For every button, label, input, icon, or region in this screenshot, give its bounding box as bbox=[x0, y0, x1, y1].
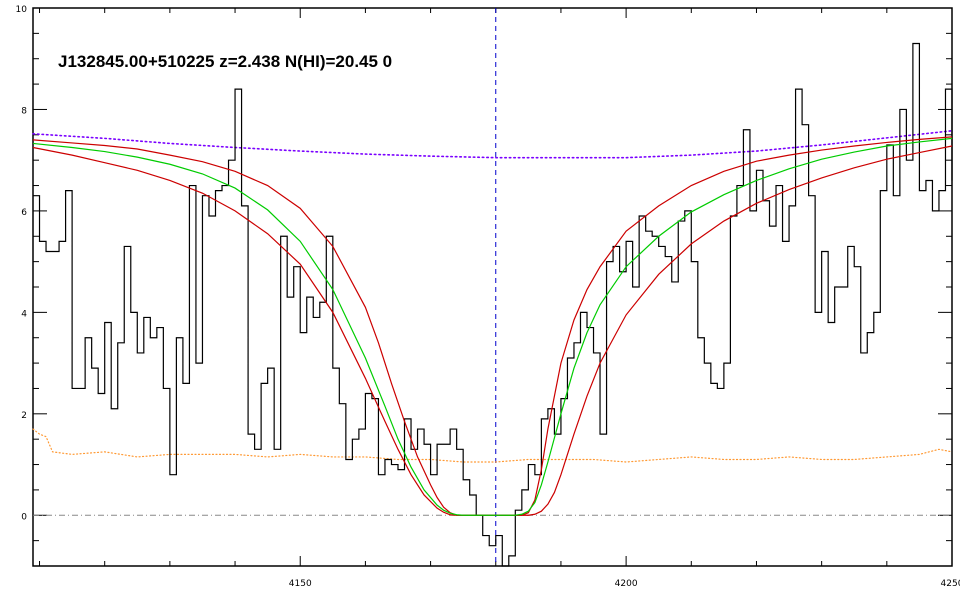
chart-title: J132845.00+510225 z=2.438 N(HI)=20.45 0 bbox=[58, 52, 392, 71]
axis-ticks bbox=[33, 7, 953, 567]
y-tick-label: 8 bbox=[21, 106, 27, 116]
y-tick-label: 10 bbox=[16, 5, 28, 15]
series-group bbox=[32, 8, 953, 567]
y-tick-label: 4 bbox=[21, 309, 27, 319]
fit-lower-series bbox=[32, 145, 953, 516]
continuum-series bbox=[32, 129, 953, 159]
error-series bbox=[32, 428, 953, 463]
y-tick-label: 6 bbox=[21, 208, 27, 218]
x-tick-label: 4200 bbox=[615, 579, 638, 589]
fit-series bbox=[32, 137, 953, 516]
x-tick-label: 4150 bbox=[289, 579, 312, 589]
flux-series bbox=[33, 42, 953, 567]
plot-border bbox=[32, 7, 953, 567]
y-tick-label: 0 bbox=[21, 512, 27, 522]
plot-frame bbox=[32, 7, 953, 567]
y-tick-label: 2 bbox=[21, 411, 27, 421]
